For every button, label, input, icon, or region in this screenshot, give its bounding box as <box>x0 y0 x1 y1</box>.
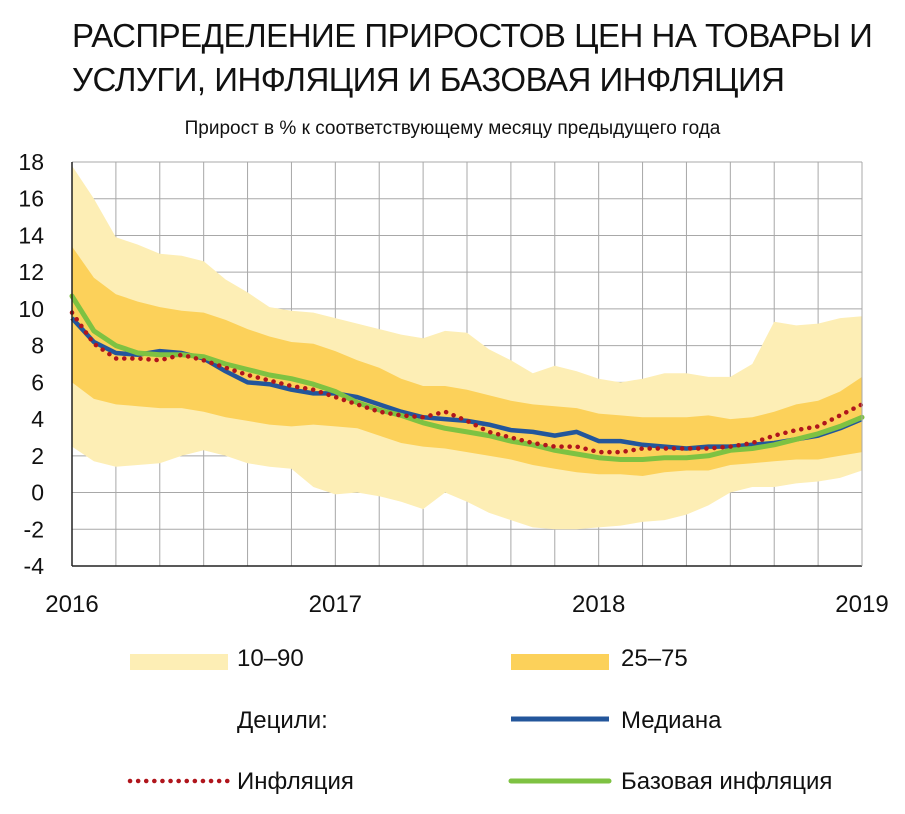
x-tick-label: 2016 <box>45 591 98 618</box>
x-tick-labels: 2016 2017 2018 2019 <box>45 591 888 618</box>
axes <box>71 162 863 567</box>
x-tick-label: 2017 <box>309 591 362 618</box>
legend-label-inflation: Инфляция <box>237 768 354 795</box>
chart-title: РАСПРЕДЕЛЕНИЕ ПРИРОСТОВ ЦЕН НА ТОВАРЫ И … <box>72 17 873 98</box>
y-tick-label: 10 <box>18 296 44 322</box>
legend-deciles-caption: Децили: <box>237 707 328 735</box>
legend-swatch-25-75 <box>511 654 609 670</box>
legend-item-inflation: Инфляция <box>237 768 354 796</box>
legend-label-deciles: Децили: <box>237 707 328 734</box>
legend-swatch-10-90 <box>130 654 228 670</box>
y-tick-label: 8 <box>31 333 44 359</box>
legend-item-25-75: 25–75 <box>621 645 688 673</box>
chart-subtitle: Прирост в % к соответствующему месяцу пр… <box>184 118 721 139</box>
y-tick-label: -4 <box>24 553 45 579</box>
legend-label-10-90: 10–90 <box>237 645 304 672</box>
band-25-75 <box>72 246 862 476</box>
legend-swatches <box>127 654 612 784</box>
series-inflation-line <box>69 310 865 455</box>
y-tick-label: 12 <box>18 259 44 285</box>
legend-item-core: Базовая инфляция <box>621 768 832 796</box>
legend-item-10-90: 10–90 <box>237 645 304 673</box>
y-tick-label: 18 <box>18 149 44 175</box>
x-tick-label: 2019 <box>835 591 888 618</box>
legend-label-25-75: 25–75 <box>621 645 688 672</box>
x-tick-label: 2018 <box>572 591 625 618</box>
y-tick-label: 2 <box>31 443 44 469</box>
legend-label-median: Медиана <box>621 707 722 734</box>
y-tick-label: 6 <box>31 369 44 395</box>
decile-bands <box>72 165 862 530</box>
legend-label-core: Базовая инфляция <box>621 768 833 795</box>
y-tick-label: 16 <box>18 186 44 212</box>
y-tick-label: 14 <box>18 222 44 248</box>
y-tick-labels: -4 -2 0 2 4 6 8 10 12 14 16 18 <box>18 149 44 579</box>
legend-item-median: Медиана <box>621 707 721 735</box>
y-tick-label: 0 <box>31 480 44 506</box>
series-lines <box>69 293 865 462</box>
series-core-line <box>69 293 865 462</box>
y-tick-label: -2 <box>24 516 44 542</box>
y-tick-label: 4 <box>31 406 44 432</box>
